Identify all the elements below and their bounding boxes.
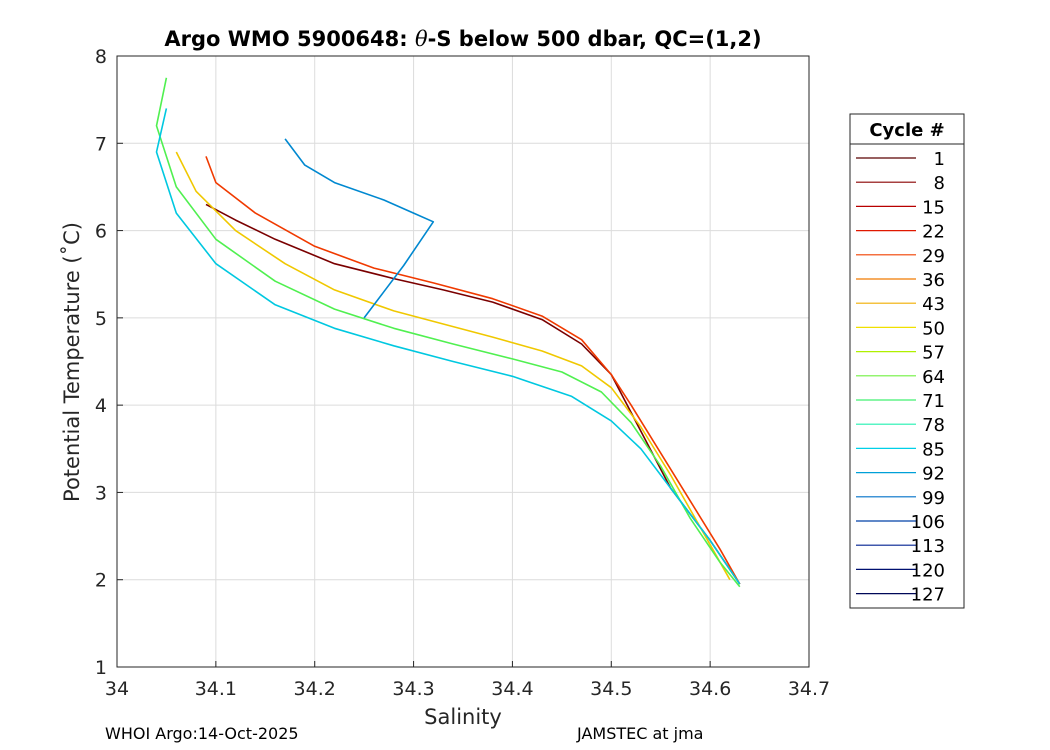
legend-entry-label: 127 bbox=[911, 585, 945, 606]
y-axis-title: Potential Temperature (˚C) bbox=[60, 222, 84, 502]
legend-entry-label: 50 bbox=[922, 318, 945, 339]
footer-credit: JAMSTEC at jma bbox=[577, 724, 704, 743]
legend-entry-label: 36 bbox=[922, 270, 945, 291]
y-tick-label: 7 bbox=[95, 133, 107, 155]
legend-entry-label: 43 bbox=[922, 294, 945, 315]
series-line-3 bbox=[155, 77, 741, 588]
legend-box bbox=[849, 113, 965, 609]
plot-frame bbox=[116, 55, 810, 668]
chart-title: Argo WMO 5900648: θ-S below 500 dbar, QC… bbox=[164, 27, 761, 51]
legend-entries: 1 8 15 22 29 36 43 50 57 64 71 78 85 92 99 106 113 120 127 bbox=[856, 149, 945, 606]
y-tick-label: 6 bbox=[95, 221, 107, 243]
legend-entry-label: 64 bbox=[922, 367, 945, 388]
series-line-1 bbox=[205, 156, 741, 585]
series-line-2 bbox=[175, 151, 731, 581]
plot-area bbox=[117, 56, 809, 667]
series-line-0 bbox=[205, 203, 741, 585]
x-tick-label: 34.1 bbox=[195, 678, 237, 700]
x-tick-label: 34.2 bbox=[294, 678, 336, 700]
legend-entry-label: 8 bbox=[934, 173, 945, 194]
legend-entry-label: 22 bbox=[922, 222, 945, 243]
x-tick-label: 34.3 bbox=[392, 678, 434, 700]
legend: Cycle # 18152229364350576471788592991061… bbox=[849, 113, 965, 609]
title-theta-symbol: θ bbox=[415, 27, 428, 51]
series-line-4 bbox=[155, 108, 741, 585]
legend-entry-label: 120 bbox=[911, 560, 945, 581]
title-suffix: -S below 500 dbar, QC=(1,2) bbox=[428, 27, 762, 51]
legend-entry-label: 92 bbox=[922, 464, 945, 485]
x-tick-label: 34.6 bbox=[689, 678, 731, 700]
y-tick-label: 8 bbox=[95, 46, 107, 68]
legend-entry-label: 71 bbox=[922, 391, 945, 412]
y-tick-label: 3 bbox=[95, 482, 107, 504]
legend-entry-label: 57 bbox=[922, 343, 945, 364]
legend-entry-label: 113 bbox=[911, 536, 945, 557]
x-tick-label: 34.7 bbox=[788, 678, 830, 700]
legend-entry-label: 78 bbox=[922, 415, 945, 436]
y-tick-label: 1 bbox=[95, 657, 107, 679]
title-prefix: Argo WMO 5900648: bbox=[164, 27, 415, 51]
series-lines bbox=[155, 77, 741, 588]
footer-source: WHOI Argo:14-Oct-2025 bbox=[105, 724, 299, 743]
y-tick-label: 5 bbox=[95, 308, 107, 330]
legend-entry-label: 29 bbox=[922, 246, 945, 267]
legend-entry-label: 99 bbox=[922, 488, 945, 509]
grid bbox=[116, 55, 810, 668]
x-tick-label: 34.5 bbox=[590, 678, 632, 700]
legend-entry-label: 85 bbox=[922, 439, 945, 460]
x-tick-label: 34.4 bbox=[491, 678, 533, 700]
legend-entry-label: 15 bbox=[922, 197, 945, 218]
x-axis-title: Salinity bbox=[424, 705, 502, 729]
legend-entry-label: 106 bbox=[911, 512, 945, 533]
y-tick-label: 2 bbox=[95, 570, 107, 592]
x-tick-label: 34 bbox=[105, 678, 129, 700]
legend-title: Cycle # bbox=[869, 120, 944, 141]
legend-entry-label: 1 bbox=[934, 149, 945, 170]
series-line-5 bbox=[284, 138, 435, 319]
y-tick-label: 4 bbox=[95, 395, 107, 417]
